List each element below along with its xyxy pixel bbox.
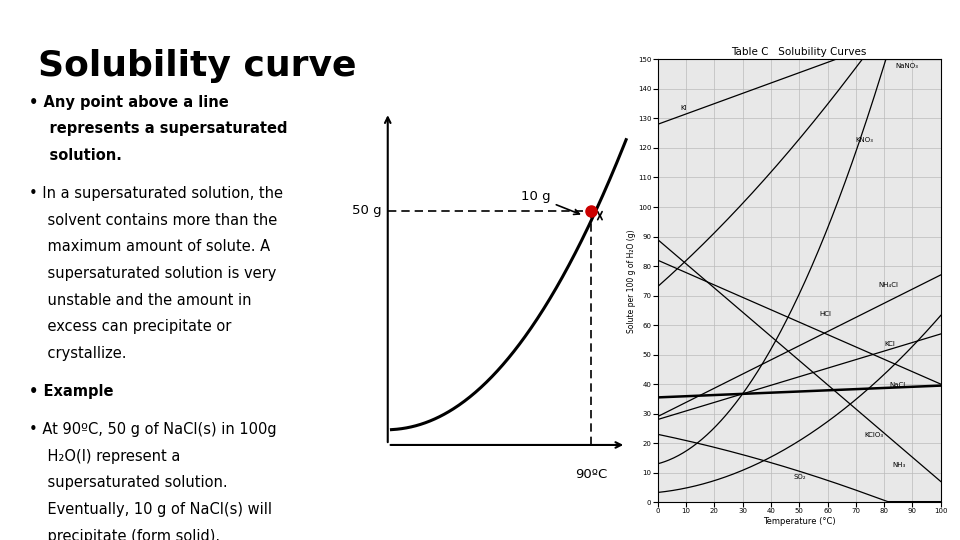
Text: SO₂: SO₂ bbox=[794, 474, 806, 480]
Text: precipitate (form solid).: precipitate (form solid). bbox=[29, 529, 220, 540]
Text: Solubility curve: Solubility curve bbox=[38, 49, 357, 83]
Text: unstable and the amount in: unstable and the amount in bbox=[29, 293, 252, 308]
Text: KNO₃: KNO₃ bbox=[855, 137, 874, 143]
X-axis label: Temperature (°C): Temperature (°C) bbox=[763, 517, 835, 526]
Text: NaNO₃: NaNO₃ bbox=[896, 63, 919, 69]
Text: • Example: • Example bbox=[29, 384, 113, 399]
Text: NH₄Cl: NH₄Cl bbox=[878, 282, 899, 288]
Text: supersaturated solution is very: supersaturated solution is very bbox=[29, 266, 276, 281]
Text: H₂O(l) represent a: H₂O(l) represent a bbox=[29, 449, 180, 464]
Text: 50 g: 50 g bbox=[352, 204, 381, 217]
Text: supersaturated solution.: supersaturated solution. bbox=[29, 475, 228, 490]
Title: Table C   Solubility Curves: Table C Solubility Curves bbox=[732, 47, 867, 57]
Text: KClO₃: KClO₃ bbox=[864, 432, 883, 438]
Text: HCl: HCl bbox=[819, 311, 831, 317]
Text: KCl: KCl bbox=[884, 341, 895, 347]
Text: solvent contains more than the: solvent contains more than the bbox=[29, 213, 277, 228]
Text: solution.: solution. bbox=[29, 148, 122, 163]
Text: 10 g: 10 g bbox=[521, 190, 580, 214]
Text: NaCl: NaCl bbox=[890, 382, 906, 388]
Text: Eventually, 10 g of NaCl(s) will: Eventually, 10 g of NaCl(s) will bbox=[29, 502, 272, 517]
Text: • Any point above a line: • Any point above a line bbox=[29, 95, 228, 110]
Text: • At 90ºC, 50 g of NaCl(s) in 100g: • At 90ºC, 50 g of NaCl(s) in 100g bbox=[29, 422, 276, 437]
Y-axis label: Solute per 100 g of H₂O (g): Solute per 100 g of H₂O (g) bbox=[628, 229, 636, 333]
Text: crystallize.: crystallize. bbox=[29, 346, 127, 361]
Text: excess can precipitate or: excess can precipitate or bbox=[29, 319, 231, 334]
Text: represents a supersaturated: represents a supersaturated bbox=[29, 122, 287, 137]
Text: NH₃: NH₃ bbox=[893, 462, 906, 468]
Text: • In a supersaturated solution, the: • In a supersaturated solution, the bbox=[29, 186, 283, 201]
Text: 90ºC: 90ºC bbox=[575, 468, 608, 481]
Text: KI: KI bbox=[681, 105, 686, 111]
Text: maximum amount of solute. A: maximum amount of solute. A bbox=[29, 239, 270, 254]
